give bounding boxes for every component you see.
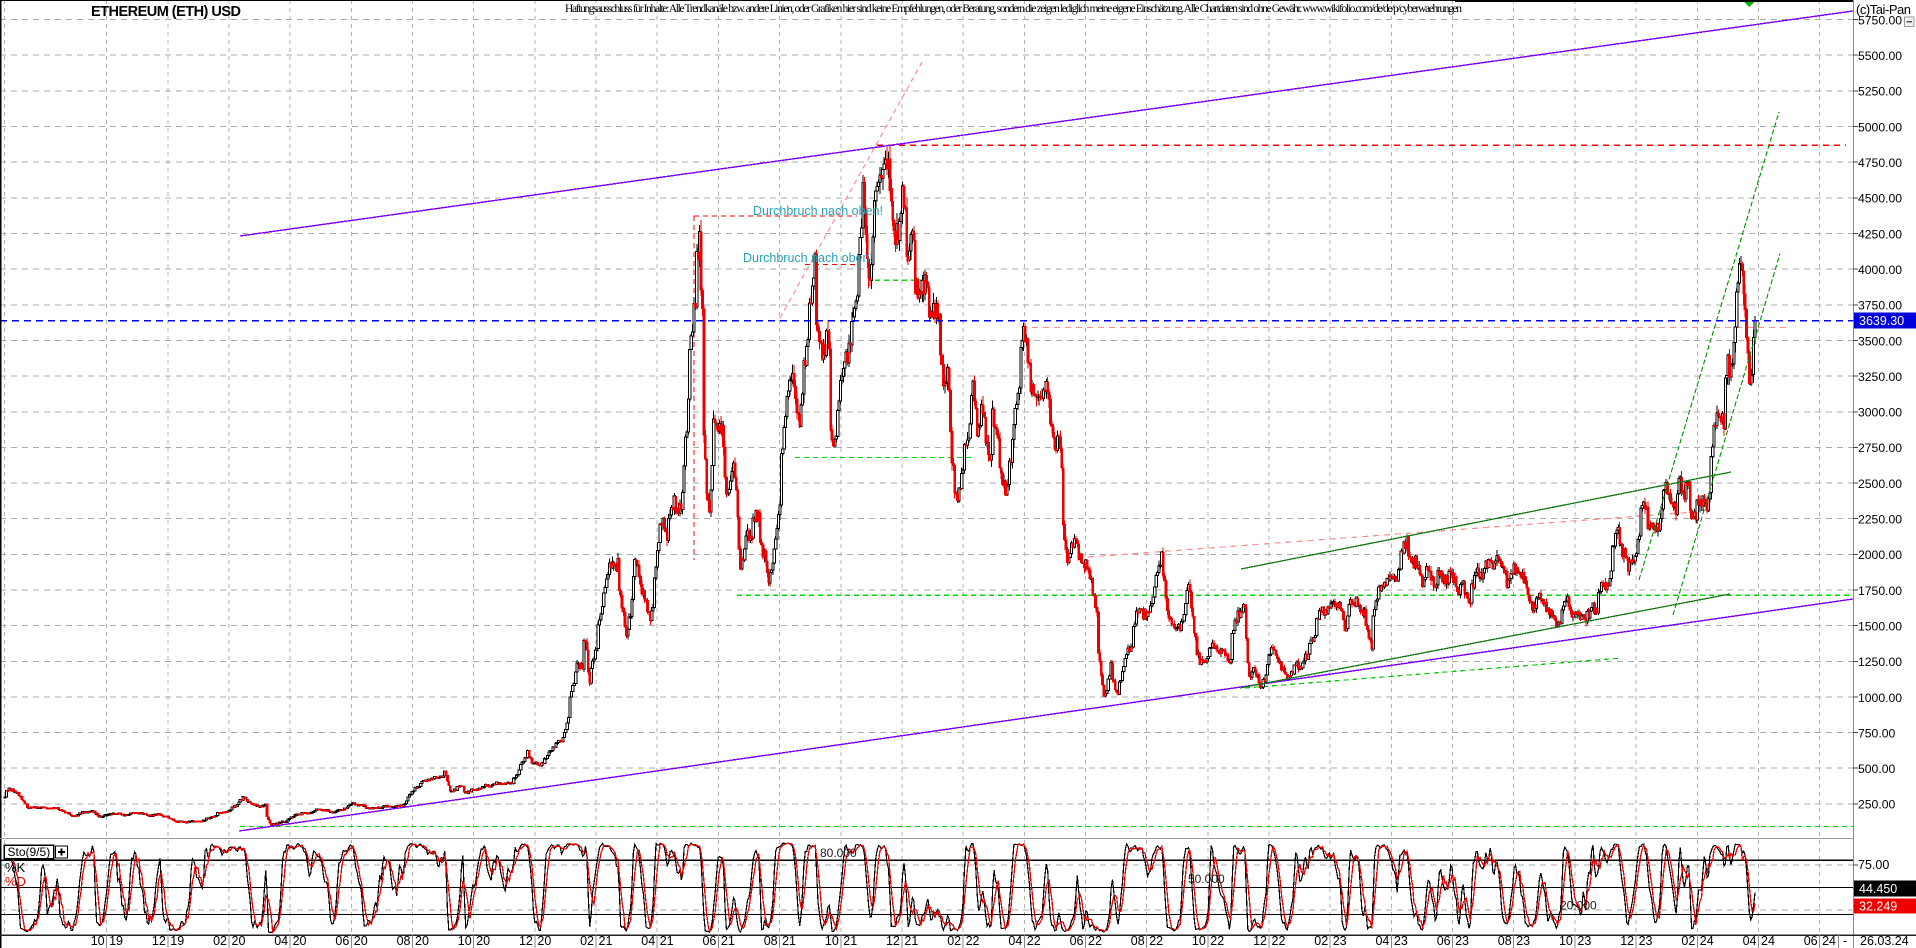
svg-text:(c)Tai-Pan: (c)Tai-Pan (1856, 2, 1911, 17)
svg-text:1500.00: 1500.00 (1858, 620, 1902, 634)
svg-text:250.00: 250.00 (1858, 798, 1895, 812)
svg-text:22: 22 (1027, 934, 1041, 948)
svg-text:06: 06 (1804, 934, 1818, 948)
svg-text:22: 22 (1210, 934, 1224, 948)
svg-text:24: 24 (1822, 934, 1836, 948)
svg-text:ETHEREUM (ETH) USD: ETHEREUM (ETH) USD (91, 4, 241, 20)
svg-text:02: 02 (580, 934, 594, 948)
svg-text:3750.00: 3750.00 (1858, 299, 1902, 313)
svg-text:23: 23 (1455, 934, 1469, 948)
svg-text:3639.30: 3639.30 (1859, 314, 1904, 328)
svg-text:02: 02 (947, 934, 961, 948)
svg-text:21: 21 (782, 934, 796, 948)
svg-text:4750.00: 4750.00 (1858, 156, 1902, 170)
svg-text:20.000: 20.000 (1560, 899, 1597, 913)
svg-text:50.000: 50.000 (1188, 872, 1225, 886)
svg-text:08: 08 (1131, 934, 1145, 948)
svg-text:Durchbruch nach oben!: Durchbruch nach oben! (743, 251, 873, 265)
svg-text:500.00: 500.00 (1858, 762, 1895, 776)
svg-text:-: - (1843, 934, 1847, 948)
svg-text:2000.00: 2000.00 (1858, 548, 1902, 562)
svg-text:22: 22 (1088, 934, 1102, 948)
svg-text:04: 04 (274, 934, 288, 948)
svg-text:06: 06 (702, 934, 716, 948)
svg-text:4000.00: 4000.00 (1858, 263, 1902, 277)
svg-text:21: 21 (599, 934, 613, 948)
svg-text:04: 04 (641, 934, 655, 948)
svg-text:5000.00: 5000.00 (1858, 120, 1902, 134)
svg-text:2500.00: 2500.00 (1858, 477, 1902, 491)
svg-text:5750.00: 5750.00 (1858, 13, 1902, 27)
svg-text:21: 21 (660, 934, 674, 948)
svg-text:04: 04 (1375, 934, 1389, 948)
svg-text:3250.00: 3250.00 (1858, 370, 1902, 384)
svg-text:44.450: 44.450 (1859, 882, 1897, 896)
svg-text:1250.00: 1250.00 (1858, 655, 1902, 669)
svg-text:10: 10 (825, 934, 839, 948)
svg-text:12: 12 (886, 934, 900, 948)
svg-text:21: 21 (721, 934, 735, 948)
svg-text:5500.00: 5500.00 (1858, 49, 1902, 63)
svg-text:02: 02 (1681, 934, 1695, 948)
svg-text:04: 04 (1008, 934, 1022, 948)
svg-text:12: 12 (519, 934, 533, 948)
svg-text:75.00: 75.00 (1858, 858, 1889, 872)
svg-text:2250.00: 2250.00 (1858, 513, 1902, 527)
svg-text:4500.00: 4500.00 (1858, 192, 1902, 206)
svg-text:21: 21 (843, 934, 857, 948)
svg-text:23: 23 (1516, 934, 1530, 948)
svg-text:%K: %K (5, 860, 26, 875)
svg-text:10: 10 (1559, 934, 1573, 948)
svg-text:20: 20 (232, 934, 246, 948)
svg-text:24: 24 (1761, 934, 1775, 948)
svg-text:08: 08 (764, 934, 778, 948)
svg-text:Sto(9/5): Sto(9/5) (8, 845, 51, 859)
svg-text:23: 23 (1577, 934, 1591, 948)
svg-text:02: 02 (213, 934, 227, 948)
svg-text:23: 23 (1333, 934, 1347, 948)
svg-text:2750.00: 2750.00 (1858, 441, 1902, 455)
svg-text:20: 20 (293, 934, 307, 948)
svg-text:750.00: 750.00 (1858, 726, 1895, 740)
svg-text:1000.00: 1000.00 (1858, 691, 1902, 705)
svg-text:3500.00: 3500.00 (1858, 334, 1902, 348)
svg-text:08: 08 (397, 934, 411, 948)
svg-text:%D: %D (5, 874, 26, 889)
svg-text:20: 20 (476, 934, 490, 948)
svg-text:Haftungsausschluss für Inhalte: Haftungsausschluss für Inhalte: Alle Tre… (565, 3, 1462, 15)
svg-text:10: 10 (1192, 934, 1206, 948)
svg-text:26.03.24: 26.03.24 (1860, 934, 1909, 948)
svg-text:5250.00: 5250.00 (1858, 85, 1902, 99)
svg-text:06: 06 (335, 934, 349, 948)
svg-text:80.000: 80.000 (820, 846, 857, 860)
svg-text:3000.00: 3000.00 (1858, 406, 1902, 420)
svg-text:24: 24 (1700, 934, 1714, 948)
svg-text:21: 21 (904, 934, 918, 948)
svg-text:10: 10 (91, 934, 105, 948)
svg-text:20: 20 (354, 934, 368, 948)
svg-text:08: 08 (1498, 934, 1512, 948)
svg-text:Durchbruch nach oben!: Durchbruch nach oben! (753, 204, 883, 218)
svg-text:20: 20 (415, 934, 429, 948)
svg-text:23: 23 (1639, 934, 1653, 948)
svg-text:4250.00: 4250.00 (1858, 227, 1902, 241)
svg-text:22: 22 (1149, 934, 1163, 948)
svg-text:02: 02 (1314, 934, 1328, 948)
svg-text:32.249: 32.249 (1859, 900, 1897, 914)
svg-text:12: 12 (152, 934, 166, 948)
svg-text:22: 22 (1272, 934, 1286, 948)
svg-text:06: 06 (1437, 934, 1451, 948)
svg-text:10: 10 (458, 934, 472, 948)
svg-text:23: 23 (1394, 934, 1408, 948)
svg-text:22: 22 (966, 934, 980, 948)
svg-text:19: 19 (170, 934, 184, 948)
svg-text:04: 04 (1743, 934, 1757, 948)
svg-text:19: 19 (109, 934, 123, 948)
svg-text:1750.00: 1750.00 (1858, 584, 1902, 598)
svg-text:20: 20 (537, 934, 551, 948)
svg-text:12: 12 (1253, 934, 1267, 948)
svg-text:06: 06 (1070, 934, 1084, 948)
svg-text:12: 12 (1620, 934, 1634, 948)
